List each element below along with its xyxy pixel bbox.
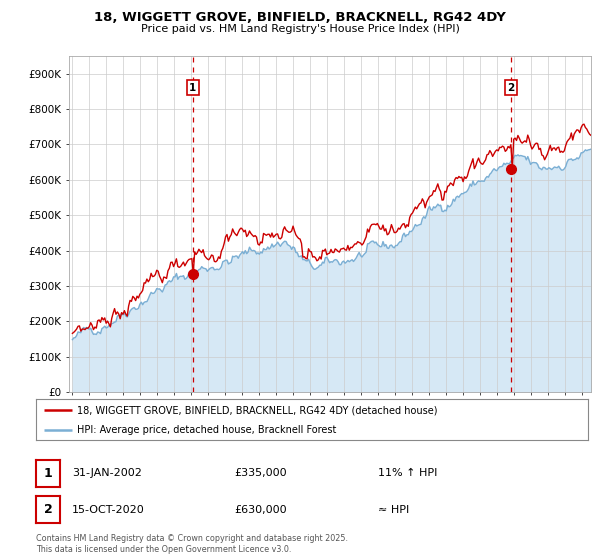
Text: 18, WIGGETT GROVE, BINFIELD, BRACKNELL, RG42 4DY (detached house): 18, WIGGETT GROVE, BINFIELD, BRACKNELL, … — [77, 405, 438, 415]
Text: £335,000: £335,000 — [234, 468, 287, 478]
Text: 11% ↑ HPI: 11% ↑ HPI — [378, 468, 437, 478]
Text: 15-OCT-2020: 15-OCT-2020 — [72, 505, 145, 515]
Text: Contains HM Land Registry data © Crown copyright and database right 2025.
This d: Contains HM Land Registry data © Crown c… — [36, 534, 348, 554]
Text: Price paid vs. HM Land Registry's House Price Index (HPI): Price paid vs. HM Land Registry's House … — [140, 24, 460, 34]
Text: 18, WIGGETT GROVE, BINFIELD, BRACKNELL, RG42 4DY: 18, WIGGETT GROVE, BINFIELD, BRACKNELL, … — [94, 11, 506, 24]
Text: 2: 2 — [44, 503, 52, 516]
Text: 1: 1 — [189, 83, 196, 93]
Text: 31-JAN-2002: 31-JAN-2002 — [72, 468, 142, 478]
Text: ≈ HPI: ≈ HPI — [378, 505, 409, 515]
Text: HPI: Average price, detached house, Bracknell Forest: HPI: Average price, detached house, Brac… — [77, 424, 337, 435]
Text: 1: 1 — [44, 466, 52, 480]
Text: 2: 2 — [507, 83, 515, 93]
Text: £630,000: £630,000 — [234, 505, 287, 515]
